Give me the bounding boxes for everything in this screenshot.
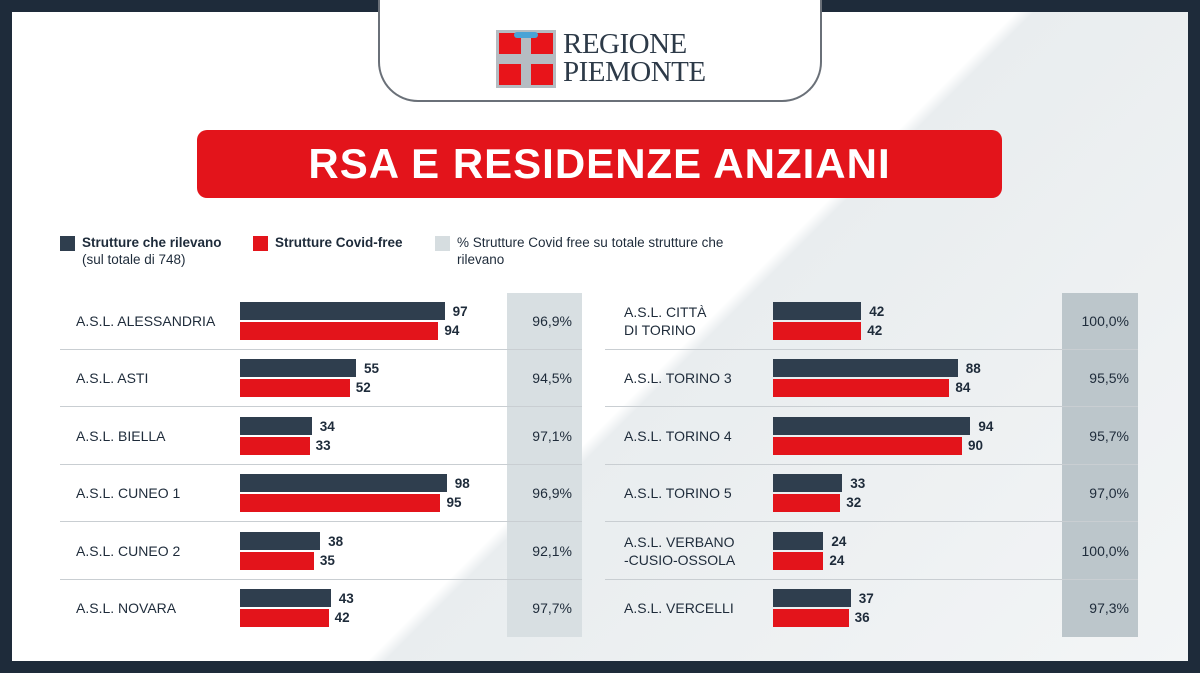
value-label-covid-free: 52: [355, 380, 371, 396]
bar-covid-free: [240, 551, 314, 570]
value-label-covid-free: 42: [334, 610, 350, 625]
table-row: [60, 408, 582, 465]
value-label-rilevano: 43: [338, 591, 354, 606]
bar-covid-free: [773, 551, 824, 570]
pct-label: 97,3%: [1089, 600, 1129, 616]
bar-covid-free: [773, 494, 841, 513]
bar-rilevano: [773, 589, 851, 607]
value-label-covid-free: 95: [446, 495, 462, 511]
pct-label: 92,1%: [532, 542, 572, 559]
bar-rilevano: [773, 302, 862, 320]
legend-swatch: [253, 236, 268, 251]
bar-covid-free: [773, 609, 849, 627]
infographic-panel: [12, 12, 1188, 661]
pct-label: 97,0%: [1089, 485, 1129, 502]
value-label-covid-free: 36: [854, 610, 870, 625]
table-row: [60, 350, 582, 408]
pct-label: 95,5%: [1089, 370, 1129, 387]
pct-label: 97,7%: [532, 600, 572, 616]
value-label-covid-free: 90: [968, 437, 984, 453]
value-label-rilevano: 97: [452, 304, 468, 319]
value-label-rilevano: 38: [328, 533, 344, 549]
pct-label: 94,5%: [532, 370, 572, 387]
category-label: A.S.L. BIELLA: [76, 427, 166, 444]
category-label: A.S.L. ASTI: [76, 370, 149, 387]
value-label-rilevano: 37: [858, 591, 874, 606]
table-row: [605, 293, 1138, 350]
value-label-covid-free: 33: [315, 437, 331, 453]
value-label-covid-free: 32: [846, 495, 862, 511]
value-label-rilevano: 55: [364, 361, 380, 377]
bar-rilevano: [240, 589, 331, 607]
value-label-rilevano: 98: [454, 476, 470, 492]
logo-header: [378, 0, 822, 102]
category-label: A.S.L. VERBANO -CUSIO-OSSOLA: [624, 533, 736, 568]
value-label-rilevano: 42: [869, 304, 885, 319]
pct-label: 96,9%: [532, 485, 572, 502]
category-label: A.S.L. NOVARA: [76, 600, 177, 616]
pct-label: 100,0%: [1081, 313, 1129, 329]
bar-covid-free: [773, 322, 862, 340]
value-label-rilevano: 34: [319, 418, 335, 434]
bar-rilevano: [773, 474, 843, 493]
value-label-rilevano: 88: [965, 361, 981, 377]
category-label: A.S.L. TORINO 5: [624, 485, 732, 502]
table-row: [605, 523, 1138, 580]
value-label-rilevano: 24: [831, 533, 847, 549]
table-row: [60, 523, 582, 580]
value-label-covid-free: 42: [867, 323, 883, 338]
bar-rilevano: [240, 359, 357, 378]
category-label: A.S.L. VERCELLI: [624, 600, 734, 616]
bar-rilevano: [240, 531, 321, 550]
category-label: A.S.L. CUNEO 2: [76, 542, 181, 559]
chart-title: RSA E RESIDENZE ANZIANI: [197, 130, 1002, 198]
value-label-rilevano: 33: [850, 476, 866, 492]
table-row: [60, 465, 582, 523]
pct-label: 95,7%: [1089, 427, 1129, 444]
pct-label: 100,0%: [1081, 542, 1129, 559]
category-label: A.S.L. TORINO 4: [624, 427, 732, 444]
bar-rilevano: [240, 416, 312, 435]
table-row: [60, 293, 582, 350]
value-label-rilevano: 94: [978, 418, 994, 434]
bar-covid-free: [773, 379, 950, 398]
pct-label: 97,1%: [532, 427, 572, 444]
category-label: A.S.L. TORINO 3: [624, 370, 732, 387]
bar-covid-free: [240, 609, 329, 627]
table-row: [605, 408, 1138, 465]
value-label-covid-free: 94: [444, 323, 460, 338]
bar-covid-free: [240, 494, 441, 513]
bar-covid-free: [240, 379, 350, 398]
table-row: [605, 465, 1138, 523]
bar-rilevano: [773, 531, 824, 550]
category-label: A.S.L. ALESSANDRIA: [76, 313, 216, 329]
regione-piemonte-emblem: [496, 30, 556, 88]
pct-column-right: [1062, 293, 1138, 637]
legend-swatch: [60, 236, 75, 251]
legend-swatch: [435, 236, 450, 251]
pct-label: 96,9%: [532, 313, 572, 329]
value-label-covid-free: 84: [955, 380, 971, 396]
pct-column-left: [507, 293, 582, 637]
category-label: A.S.L. CUNEO 1: [76, 485, 181, 502]
bar-rilevano: [773, 416, 971, 435]
logo-text: REGIONE PIEMONTE: [563, 28, 706, 88]
bar-covid-free: [773, 436, 962, 455]
bar-rilevano: [240, 474, 447, 493]
bar-rilevano: [240, 302, 445, 320]
value-label-covid-free: 24: [829, 552, 845, 568]
value-label-covid-free: 35: [319, 552, 335, 568]
table-row: [605, 350, 1138, 408]
bar-rilevano: [773, 359, 958, 378]
category-label: A.S.L. CITTÀ DI TORINO: [624, 304, 707, 338]
bar-covid-free: [240, 436, 310, 455]
bar-covid-free: [240, 322, 439, 340]
